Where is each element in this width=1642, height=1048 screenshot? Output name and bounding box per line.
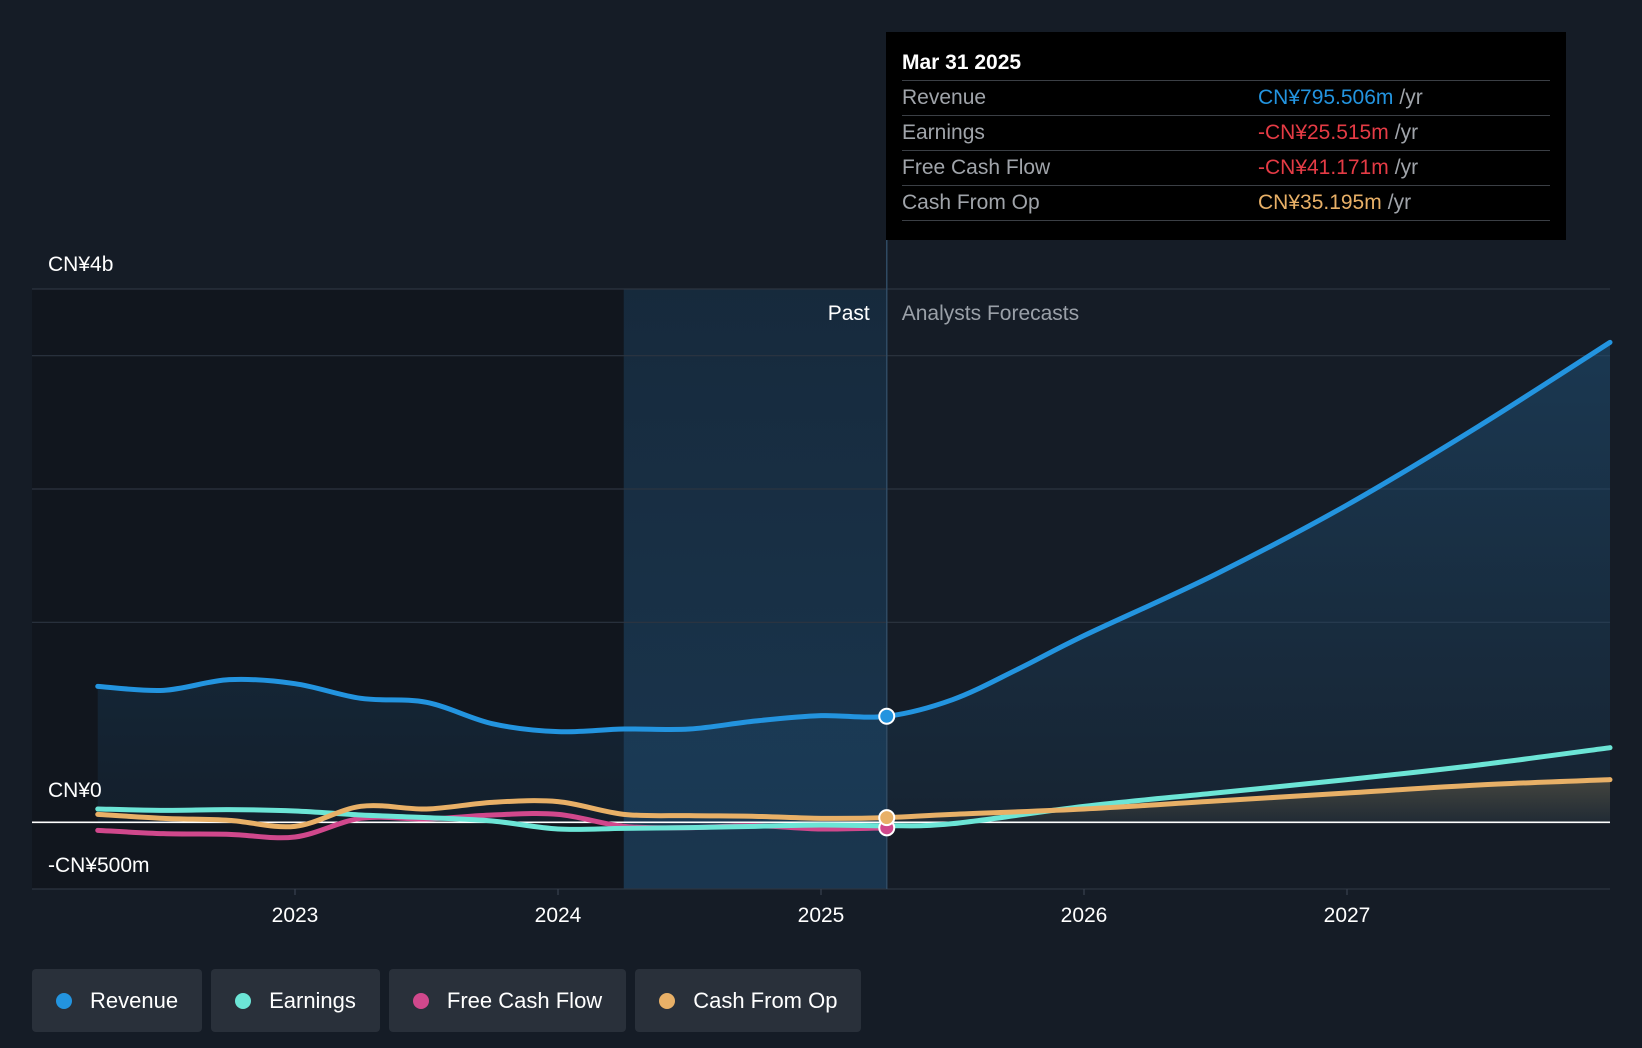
- tooltip-row-revenue: Revenue CN¥795.506m /yr: [902, 80, 1550, 115]
- earnings-line: [95, 745, 1613, 832]
- legend-dot-icon: [412, 992, 429, 1009]
- tooltip-label: Cash From Op: [902, 191, 1040, 214]
- legend-dot-icon: [235, 992, 252, 1009]
- legend-dot-icon: [56, 992, 72, 1009]
- x-axis-ticks: 2023 2024 2025 2026 2027: [272, 889, 1371, 927]
- revenue-marker: [878, 707, 896, 725]
- legend-item-cash-from-op[interactable]: Cash From Op: [635, 969, 862, 1032]
- tooltip-value: -CN¥25.515m: [1258, 121, 1389, 144]
- legend-label: Earnings: [269, 987, 356, 1013]
- legend-label: Free Cash Flow: [446, 987, 603, 1013]
- tooltip-label: Revenue: [902, 86, 987, 109]
- y-axis-bottom-label: -CN¥500m: [48, 854, 150, 877]
- tooltip-value: -CN¥41.171m: [1258, 156, 1389, 179]
- tooltip-value: CN¥35.195m: [1258, 191, 1382, 214]
- past-label: Past: [828, 302, 870, 325]
- legend-label: Cash From Op: [693, 987, 838, 1013]
- tooltip-unit: /yr: [1399, 86, 1423, 109]
- tooltip-row-earnings: Earnings -CN¥25.515m /yr: [902, 115, 1550, 150]
- x-tick-label: 2027: [1324, 904, 1371, 927]
- revenue-area: [97, 342, 1610, 823]
- cash-from-op-marker: [878, 809, 896, 827]
- legend-label: Revenue: [90, 987, 179, 1013]
- tooltip-label: Free Cash Flow: [902, 156, 1051, 179]
- x-tick-label: 2024: [535, 904, 582, 927]
- tooltip-value: CN¥795.506m: [1258, 86, 1394, 109]
- legend-item-revenue[interactable]: Revenue: [32, 969, 203, 1032]
- tooltip-row-free-cash-flow: Free Cash Flow -CN¥41.171m /yr: [902, 150, 1550, 185]
- cash-from-op-line: [95, 777, 1613, 830]
- tooltip-unit: /yr: [1394, 121, 1419, 144]
- legend: Revenue Earnings Free Cash Flow Cash Fro…: [32, 969, 862, 1032]
- y-axis-zero-label: CN¥0: [48, 779, 102, 802]
- markers: [878, 707, 896, 837]
- y-axis-top-label: CN¥4b: [48, 253, 113, 276]
- legend-item-free-cash-flow[interactable]: Free Cash Flow: [388, 969, 627, 1032]
- tooltip-label: Earnings: [902, 121, 985, 144]
- tooltip-unit: /yr: [1387, 191, 1412, 214]
- tooltip-row-cash-from-op: Cash From Op CN¥35.195m /yr: [902, 185, 1550, 221]
- forecast-label: Analysts Forecasts: [902, 302, 1079, 325]
- tooltip-unit: /yr: [1394, 156, 1419, 179]
- x-tick-label: 2026: [1061, 904, 1108, 927]
- legend-item-earnings[interactable]: Earnings: [211, 969, 380, 1032]
- series-lines: [95, 339, 1613, 841]
- legend-dot-icon: [659, 992, 676, 1009]
- x-tick-label: 2025: [798, 904, 845, 927]
- revenue-line: [95, 339, 1613, 735]
- x-tick-label: 2023: [272, 904, 319, 927]
- tooltip-date: Mar 31 2025: [902, 51, 1022, 74]
- tooltip: Mar 31 2025 Revenue CN¥795.506m /yr Earn…: [886, 32, 1566, 240]
